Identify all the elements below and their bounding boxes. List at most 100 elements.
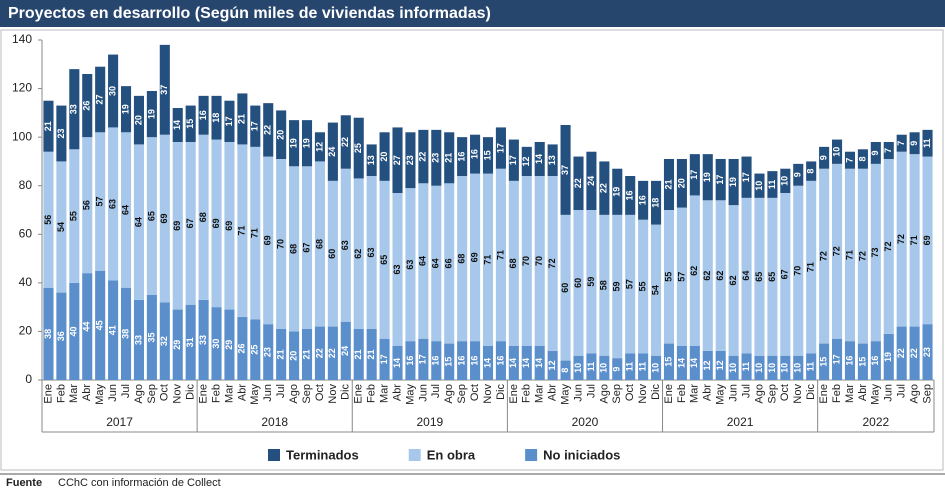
year-label: 2020 (572, 415, 599, 429)
x-tick-label: May (870, 384, 882, 405)
bar-segment (819, 343, 830, 380)
data-label: 7 (896, 141, 906, 146)
bar-segment (418, 338, 429, 380)
bar-segment (82, 273, 93, 380)
bar-segment (508, 346, 519, 380)
bar-segment (521, 176, 532, 346)
data-label: 10 (599, 363, 609, 373)
bar-segment (547, 176, 558, 351)
data-label: 14 (689, 358, 699, 368)
data-label: 63 (366, 247, 376, 257)
bar-segment (108, 127, 119, 281)
bar-segment (754, 173, 765, 198)
bar-segment (366, 329, 377, 380)
x-tick-label: Jul (430, 384, 442, 398)
data-label: 10 (767, 363, 777, 373)
x-tick-label: Jul (740, 384, 752, 398)
data-label: 16 (625, 190, 635, 200)
x-tick-label: Dic (495, 384, 507, 400)
x-tick-label: Feb (55, 384, 67, 403)
x-tick-label: Jun (107, 384, 119, 402)
data-label: 14 (172, 120, 182, 130)
data-label: 57 (625, 279, 635, 289)
bar-segment (728, 205, 739, 356)
x-tick-label: Abr (547, 384, 559, 401)
bar-segment (482, 137, 494, 174)
data-label: 10 (793, 363, 803, 373)
data-label: 55 (69, 211, 79, 221)
data-label: 11 (586, 362, 596, 372)
bar-segment (612, 168, 623, 215)
year-label: 2017 (106, 415, 133, 429)
bar-segment (638, 353, 649, 380)
data-label: 8 (857, 156, 867, 161)
year-label: 2021 (727, 415, 754, 429)
bar-segment (237, 93, 248, 145)
data-label: 11 (806, 362, 816, 372)
data-label: 14 (534, 154, 544, 164)
data-label: 70 (534, 256, 544, 266)
data-label: 16 (457, 356, 467, 366)
data-label: 64 (120, 205, 130, 215)
bar-segment (806, 180, 817, 354)
data-label: 22 (909, 348, 919, 358)
bar-segment (120, 132, 132, 288)
bar-segment (198, 95, 209, 135)
y-tick-label: 0 (25, 372, 32, 386)
legend-swatch (525, 449, 538, 461)
bar-segment (82, 137, 93, 274)
data-label: 10 (650, 363, 660, 373)
y-tick-label: 120 (12, 81, 32, 95)
data-label: 13 (366, 155, 376, 165)
data-label: 14 (508, 358, 518, 368)
data-label: 71 (495, 250, 505, 260)
x-tick-label: Oct (159, 384, 171, 401)
bar-segment (625, 176, 636, 215)
data-label: 12 (314, 142, 324, 152)
bar-segment (832, 139, 843, 164)
x-tick-label: Ago (288, 384, 300, 404)
data-label: 7 (883, 148, 893, 153)
bar-segment (883, 333, 894, 380)
x-tick-label: Sep (146, 384, 158, 404)
data-label: 24 (327, 147, 337, 157)
footer-label: Fuente (6, 477, 42, 489)
x-tick-label: Oct (469, 384, 481, 401)
bar-segment (482, 173, 494, 346)
bar-segment (676, 207, 687, 346)
bar-segment (301, 166, 313, 329)
footer-text: CChC con información de Collect (58, 477, 221, 489)
data-label: 23 (405, 155, 415, 165)
bar-segment (754, 197, 765, 356)
data-label: 72 (818, 251, 828, 261)
x-tick-label: Oct (314, 384, 326, 401)
bar-segment (883, 142, 894, 159)
bar-segment (521, 146, 532, 176)
data-label: 16 (457, 152, 467, 162)
x-tick-label: Mar (223, 384, 235, 403)
data-label: 21 (444, 153, 454, 163)
data-label: 18 (650, 198, 660, 208)
bar-segment (108, 54, 119, 128)
data-label: 63 (405, 260, 415, 270)
bar-segment (689, 154, 700, 196)
bar-segment (353, 329, 364, 380)
bar-segment (870, 341, 881, 380)
x-tick-label: Jun (728, 384, 740, 402)
bar-segment (418, 183, 429, 339)
bar-segment (146, 295, 157, 380)
bar-segment (819, 146, 830, 169)
x-tick-label: Ago (909, 384, 921, 404)
data-label: 64 (741, 271, 751, 281)
data-label: 21 (43, 121, 53, 131)
data-label: 14 (392, 358, 402, 368)
bar-segment (327, 122, 338, 181)
bar-segment (599, 355, 610, 380)
data-label: 15 (482, 150, 492, 160)
bar-segment (547, 350, 558, 380)
y-tick-label: 80 (19, 178, 33, 192)
bar-segment (405, 188, 416, 342)
data-label: 19 (288, 138, 298, 148)
bar-segment (237, 144, 248, 317)
bar-segment (521, 346, 532, 380)
